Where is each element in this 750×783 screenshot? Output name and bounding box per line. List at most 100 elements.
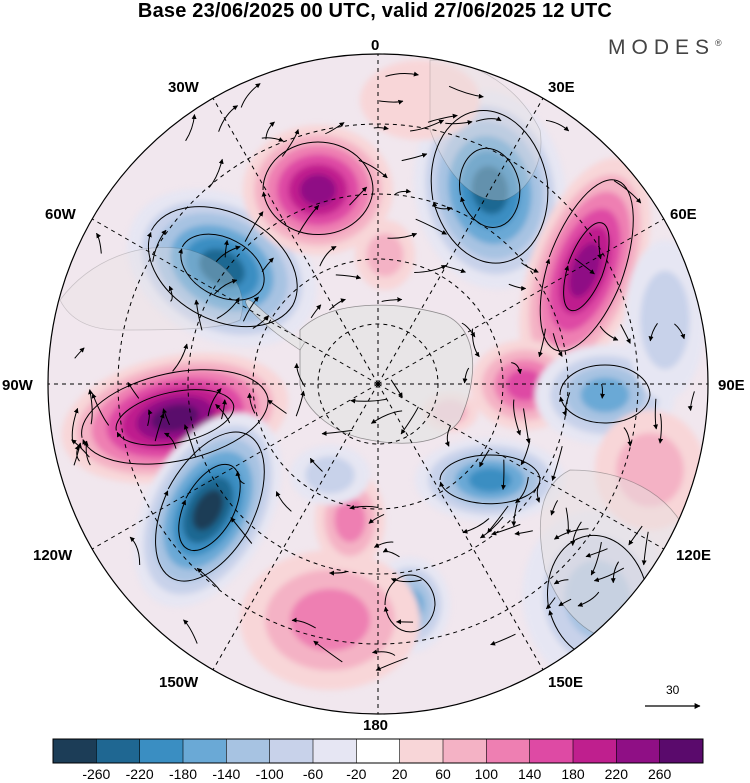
low-anomaly-pole-south-level-2 <box>305 456 355 494</box>
flow-arrow <box>382 547 400 558</box>
flow-arrow <box>552 333 563 357</box>
colorbar-tick-label: 180 <box>561 766 585 782</box>
flow-arrow <box>390 578 422 583</box>
flow-arrow <box>613 180 642 204</box>
flow-arrow <box>487 505 509 534</box>
flow-arrow <box>620 324 631 344</box>
low-anomaly-120w-level-7 <box>192 489 224 531</box>
latitude-circle-2 <box>252 258 504 510</box>
colorbar-tick-label: -180 <box>168 766 198 782</box>
flow-arrow <box>162 408 170 425</box>
flow-arrow <box>183 424 196 458</box>
flow-arrow <box>313 640 343 663</box>
flow-arrow <box>261 257 274 272</box>
flow-arrow <box>242 296 259 322</box>
flow-arrow <box>129 536 141 566</box>
flow-arrow <box>410 119 445 132</box>
colorbar-tick-label: -260 <box>82 766 111 782</box>
lon-label-90e: 90E <box>718 377 745 394</box>
flow-arrow <box>207 388 222 417</box>
chart-title: Base 23/06/2025 00 UTC, valid 27/06/2025… <box>137 0 613 22</box>
flow-arrow <box>523 408 531 444</box>
flow-arrow <box>74 445 80 462</box>
flow-arrow <box>479 449 490 468</box>
flow-arrow <box>372 649 396 656</box>
colorbar-swatch <box>313 739 357 763</box>
flow-arrow <box>310 304 322 319</box>
flow-arrow <box>168 285 174 302</box>
low-anomaly-120w <box>134 412 282 608</box>
flow-arrow <box>491 523 521 536</box>
flow-arrow <box>214 278 238 295</box>
high-anomaly-30w <box>243 125 393 255</box>
flow-arrow <box>194 299 203 331</box>
high-anomaly-160w-level-3 <box>334 497 366 543</box>
colorbar-swatch <box>269 739 314 763</box>
colorbar-swatch <box>443 739 487 763</box>
colorbar-tick-label: 20 <box>391 766 408 782</box>
low-anomaly-pole-south <box>290 445 370 505</box>
flow-arrow <box>196 567 220 590</box>
flow-arrow <box>400 406 419 435</box>
flow-arrow <box>445 119 473 125</box>
colorbar-tick-label: -60 <box>302 766 324 782</box>
lon-label-90w: 90W <box>2 377 33 394</box>
flow-arrow <box>599 325 619 341</box>
colorbar-tick-label: 220 <box>604 766 629 782</box>
flow-arrow <box>390 379 403 398</box>
streamline-path <box>261 141 374 236</box>
flow-arrow <box>577 591 600 607</box>
lon-label-180: 180 <box>363 717 389 734</box>
streamline-loop-5 <box>178 233 265 301</box>
flow-arrow <box>513 399 521 436</box>
flow-arrow <box>379 99 404 105</box>
colorbar-swatch <box>96 739 140 763</box>
flow-arrow <box>590 542 602 576</box>
lat-lon-grid <box>48 54 708 714</box>
flow-arrow <box>154 413 165 442</box>
high-anomaly-165w <box>240 550 420 690</box>
flow-arrow <box>281 129 300 157</box>
flow-arrow <box>511 362 523 375</box>
flow-arrow <box>349 504 379 510</box>
streamline-path <box>439 454 541 505</box>
south-america-land <box>59 247 243 331</box>
high-anomaly-165w-level-3 <box>290 588 370 652</box>
flow-arrow <box>658 413 664 444</box>
colorbar-swatch <box>139 739 184 763</box>
brand-logo: MODES® <box>608 36 722 59</box>
flow-arrow <box>653 398 659 430</box>
streamline-loop-9 <box>539 179 634 352</box>
meridian-line-11 <box>207 89 379 385</box>
flow-arrow <box>461 322 476 338</box>
meridian-line-8 <box>83 383 379 555</box>
colorbar-tick-label: 60 <box>435 766 451 782</box>
flow-arrow <box>172 343 189 372</box>
flow-arrow <box>674 323 686 340</box>
flow-arrow <box>432 204 453 212</box>
flow-arrow <box>215 404 231 424</box>
flow-arrow <box>550 500 559 516</box>
flow-arrow <box>247 392 256 414</box>
colorbar-swatch <box>356 739 400 763</box>
flow-arrow <box>183 619 198 644</box>
colorbar-tick-label: -100 <box>255 766 284 782</box>
flow-arrow <box>553 528 589 540</box>
flow-arrow <box>291 617 316 629</box>
low-anomaly-60w-level-6 <box>199 248 245 288</box>
flow-arrow <box>127 381 140 399</box>
flow-arrow <box>585 548 608 558</box>
streamline-path <box>539 179 634 352</box>
flow-arrow <box>373 541 394 548</box>
flow-arrow <box>96 232 102 254</box>
meridian-line-1 <box>377 89 549 385</box>
flow-arrow <box>235 470 245 485</box>
flow-arrow <box>415 218 447 235</box>
colorbar-swatch <box>226 739 270 763</box>
streamline-loop-6 <box>261 141 374 236</box>
streamline-loop-8 <box>459 147 521 228</box>
high-anomaly-10e-level-1 <box>360 60 480 140</box>
colorbar-swatch <box>399 739 444 763</box>
flow-arrow <box>597 235 603 260</box>
meridian-line-4 <box>377 383 673 555</box>
